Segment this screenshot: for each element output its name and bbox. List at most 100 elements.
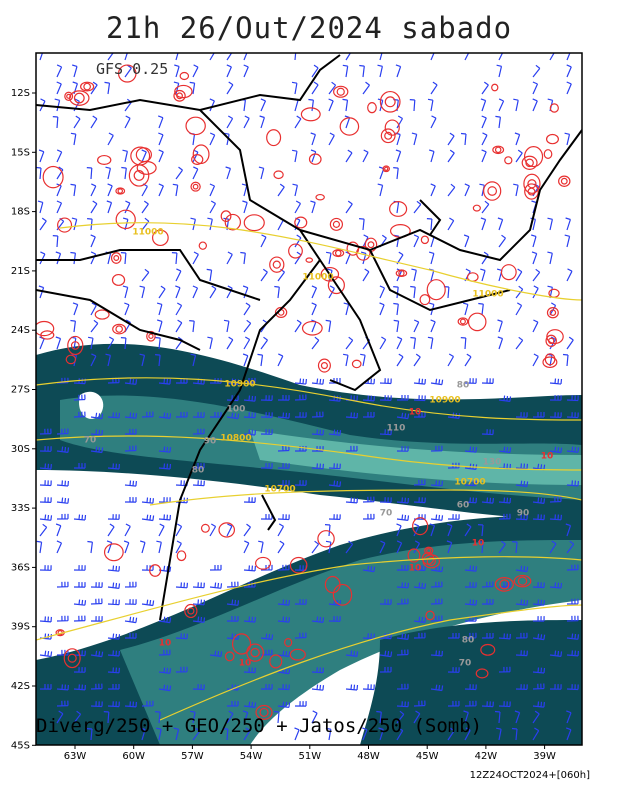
wind-barb [209,183,216,197]
wind-barb [532,582,545,589]
wind-barb [107,667,120,674]
wind-barb [56,700,69,707]
wind-barb [328,480,342,487]
wind-barb [447,700,460,707]
wind-barb [325,251,332,265]
wind-barb [549,336,557,350]
wind-barb [141,411,154,418]
divergence-contour [289,648,306,661]
wind-barb [414,412,426,418]
wind-barb [345,200,353,214]
divergence-contour [333,85,349,98]
wind-barb [243,523,251,537]
wind-barb [56,615,69,622]
wind-barb [427,98,434,112]
wind-barb [413,632,426,639]
wind-barb [226,710,234,724]
wind-barb [413,582,427,589]
wind-barb [532,701,545,708]
wind-barb [158,378,171,385]
wind-barb [90,412,104,420]
wind-barb [39,616,52,623]
contour-label: 10 [409,564,422,574]
divergence-contour [67,335,84,356]
wind-barb [511,727,518,741]
wind-barb [73,411,86,418]
wind-barb [90,582,103,588]
wind-barb [158,285,166,299]
wind-barb [496,727,502,741]
wind-barb [328,132,335,146]
divergence-contour [480,643,496,656]
wind-barb [428,251,435,265]
divergence-contour [301,320,323,336]
divergence-contour [149,564,162,577]
wind-barb [243,667,256,674]
wind-barb [242,200,248,214]
wind-barb [56,428,69,435]
lat-label: 15S [11,147,30,158]
divergence-contour [308,153,322,165]
wind-barb [107,701,120,708]
wind-barb [481,701,494,708]
wind-barb [447,667,460,673]
wind-barb [549,650,563,657]
divergence-contour [560,177,568,185]
divergence-contour [384,119,400,136]
wind-barb [566,615,579,622]
wind-barb [104,81,111,95]
wind-barb [73,565,86,571]
wind-barb [498,666,511,673]
wind-barb [226,616,239,622]
wind-barb [243,64,249,78]
wind-barb [447,727,455,741]
divergence-contour [184,603,198,619]
wind-barb [497,217,504,231]
wind-barb [90,683,103,690]
divergence-contour [67,653,77,663]
wind-barb [345,497,358,504]
wind-barb [120,337,127,350]
wind-barb [209,412,222,418]
wind-barb [123,540,130,554]
wind-barb [533,412,545,418]
wind-barb [532,514,545,521]
contour-label: 10900 [429,396,460,406]
divergence-contour [327,276,345,295]
wind-barb [345,336,354,350]
wind-barb [396,336,403,350]
wind-barb [124,428,137,435]
wind-barb [175,582,188,589]
contour-label: 10 [159,639,172,649]
wind-barb [226,251,233,265]
divergence-contour [523,173,541,194]
wind-barb [242,285,249,299]
wind-barb [379,53,383,61]
contour-label: 70 [380,509,393,519]
wind-barb [243,395,256,402]
wind-barb [294,234,302,248]
wind-barb [464,446,478,453]
wind-barb [277,268,285,282]
wind-barb [56,149,63,163]
divergence-contour [243,214,265,232]
wind-barb [71,217,78,231]
wind-barb [342,64,349,78]
wind-barb [396,710,405,724]
wind-barb [532,633,546,641]
wind-barb [464,599,478,606]
wind-barb [192,251,199,265]
wind-barb [549,378,563,385]
divergence-contour [332,249,345,258]
wind-barb [277,183,285,197]
wind-barb [342,353,349,367]
wind-barb [566,395,579,402]
wind-barb [156,540,162,554]
wind-barb [379,650,393,658]
wind-barb [90,115,98,129]
divergence-contour [467,312,487,332]
wind-barb [413,523,420,537]
wind-barb [393,302,399,316]
wind-barb [156,302,163,316]
wind-barb [224,132,230,146]
